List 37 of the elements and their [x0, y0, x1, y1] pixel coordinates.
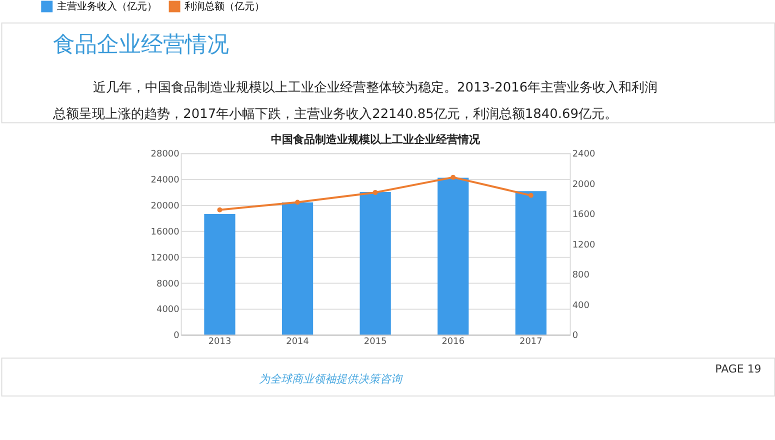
y2-tick-label: 2400 [572, 150, 596, 160]
point [372, 190, 378, 195]
y-tick-label: 8000 [156, 279, 180, 290]
y-tick-label: 12000 [150, 253, 180, 264]
bar [204, 214, 236, 335]
legend-label: 利润总额（亿元） [184, 0, 265, 12]
point [528, 192, 534, 198]
bar [515, 191, 546, 335]
y-tick-label: 0 [174, 331, 180, 342]
y-tick-label: 20000 [150, 201, 180, 212]
text: 食品企业经营情况 [53, 32, 230, 58]
bar [282, 202, 314, 335]
x-tick-label: 2016 [442, 337, 465, 348]
y-tick-label: 4000 [156, 305, 180, 316]
y-tick-label: 16000 [150, 227, 180, 238]
y-tick-label: 24000 [150, 176, 180, 186]
point [295, 200, 300, 205]
text: 近几年，中国食品制造业规模以上工业企业经营整体较为稳定。2013-2016年主营业务收入和利润总额呈现上涨的趋势，2017年小幅下跌，主营业务收入22140.85亿元，利润总额1840.69亿元。 [52, 79, 658, 122]
y2-tick-label: 0 [572, 331, 578, 342]
y2-tick-label: 2000 [572, 180, 596, 190]
y2-tick-label: 800 [572, 270, 590, 281]
x-tick-label: 2017 [520, 337, 542, 348]
x-tick-label: 2013 [208, 337, 232, 348]
y2-tick-label: 1200 [572, 240, 596, 250]
x-tick-label: 2015 [364, 337, 387, 348]
text: PAGE 19 [715, 362, 762, 376]
y2-tick-label: 400 [572, 300, 590, 311]
legend-label: 主营业务收入（亿元） [56, 0, 157, 12]
y2-tick-label: 1600 [572, 210, 596, 220]
y-tick-label: 28000 [150, 150, 180, 160]
x-tick-label: 2014 [286, 337, 310, 348]
bar [438, 178, 469, 335]
point [217, 207, 222, 212]
bar [360, 192, 391, 335]
point [450, 174, 456, 180]
text: 为全球商业领袖提供决策咨询 [258, 372, 403, 386]
chart-title: 中国食品制造业规模以上工业企业经营情况 [270, 133, 481, 146]
